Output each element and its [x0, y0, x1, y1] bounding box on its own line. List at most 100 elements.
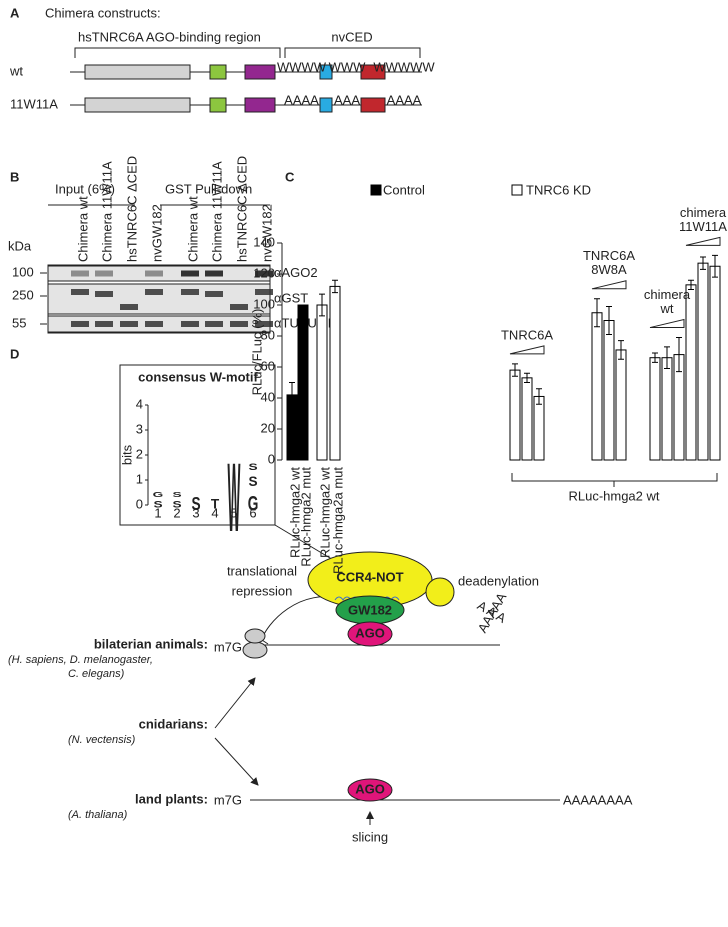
logo-letter: S	[191, 494, 200, 515]
x-tick-label: RLuc-hmga2 wt	[287, 467, 302, 558]
band	[71, 321, 89, 327]
logo-letter: G	[153, 491, 164, 499]
logo-letter: S	[153, 499, 162, 509]
group-label: TNRC6A	[501, 327, 553, 342]
panel-label: B	[10, 169, 19, 184]
logo-tick-label: 3	[136, 421, 143, 436]
logo-ylabel: bits	[119, 444, 134, 465]
logo-letter: W	[228, 443, 241, 552]
y-tick-label: 100	[253, 296, 275, 311]
domain-box	[360, 97, 386, 113]
group-label: 11W11A	[679, 219, 727, 234]
band	[181, 321, 199, 327]
lane-label: Chimera wt	[185, 196, 200, 262]
domain-box	[319, 64, 333, 80]
band	[120, 321, 138, 327]
band	[230, 304, 248, 310]
domain-box	[84, 64, 191, 80]
bar	[709, 265, 721, 461]
error-bar	[688, 279, 694, 290]
dose-triangle	[685, 236, 721, 246]
band	[205, 291, 223, 297]
kda-marker: 100	[12, 264, 34, 279]
dose-triangle	[649, 318, 685, 329]
row-label: wt	[9, 63, 23, 78]
error-bar	[594, 298, 600, 328]
y-tick-label: 60	[261, 358, 275, 373]
region-label: hsTNRC6A AGO-binding region	[78, 29, 261, 44]
band	[255, 270, 273, 277]
logo-tick-label: 0	[136, 496, 143, 511]
band	[145, 270, 163, 277]
error-bar	[676, 337, 682, 373]
species: (A. thaliana)	[68, 809, 128, 821]
group-label: wt	[660, 301, 674, 316]
cap: m7G	[214, 639, 242, 654]
motif: AAA	[334, 92, 360, 107]
organism: bilaterian animals:	[94, 636, 208, 651]
error-bar	[319, 293, 325, 317]
panel-label: C	[285, 169, 295, 184]
group-label: chimera	[680, 205, 727, 220]
cap: m7G	[214, 792, 242, 807]
band	[145, 289, 163, 295]
panel-title: Chimera constructs:	[45, 5, 161, 20]
logo-position: 2	[173, 505, 180, 520]
group-label: Input (6%)	[55, 181, 115, 196]
y-tick-label: 20	[261, 420, 275, 435]
group-label: chimera	[644, 287, 691, 302]
domain-box	[209, 64, 227, 80]
band	[205, 270, 223, 277]
error-bar	[606, 306, 612, 335]
y-tick-label: 140	[253, 234, 275, 249]
x-tick-label: RLuc-hmga2 mut	[298, 467, 313, 567]
logo-letter: S	[172, 491, 181, 499]
species: (N. vectensis)	[68, 734, 136, 746]
error-bar	[652, 352, 658, 363]
row-label: 11W11A	[10, 96, 58, 111]
domain-box	[209, 97, 227, 113]
kda-marker: 55	[12, 315, 26, 330]
bar	[649, 357, 661, 461]
band	[95, 270, 113, 277]
lane-label: hsTNRC6C ΔCED	[124, 156, 139, 262]
y-tick-label: 80	[261, 327, 275, 342]
logo-letter: G	[248, 492, 259, 516]
legend-label: TNRC6 KD	[526, 182, 591, 197]
band	[181, 289, 199, 295]
motif: WWWW	[277, 59, 327, 74]
error-bar	[536, 388, 542, 405]
legend-swatch	[511, 184, 523, 196]
band	[181, 270, 199, 277]
complex-label: CCR4-NOT	[336, 569, 403, 584]
legend-label: Control	[383, 182, 425, 197]
band	[71, 289, 89, 295]
complex-label: GW182	[348, 602, 392, 617]
bar	[603, 320, 615, 461]
bar	[615, 349, 627, 461]
y-axis-label: RLuc/FLuc (%)	[249, 309, 264, 396]
dose-triangle	[509, 345, 545, 355]
process-label: repression	[232, 583, 293, 598]
logo-position: 4	[211, 505, 218, 520]
error-bar	[700, 256, 706, 270]
logo-letter: S	[172, 499, 181, 509]
x-tick-label: RLuc-hmga2 wt	[317, 467, 332, 558]
logo-title: consensus W-motif	[138, 369, 258, 384]
organism: cnidarians:	[139, 716, 208, 731]
error-bar	[332, 279, 338, 294]
region-label: nvCED	[331, 29, 372, 44]
band	[255, 321, 273, 327]
species: (H. sapiens, D. melanogaster,	[8, 654, 153, 666]
domain-box	[319, 97, 333, 113]
group-label: 8W8A	[591, 262, 627, 277]
band	[95, 291, 113, 297]
error-bar	[712, 254, 718, 278]
bar	[533, 395, 545, 461]
error-bar	[524, 372, 530, 383]
domain-box	[244, 97, 276, 113]
lane-label: nvGW182	[149, 204, 164, 262]
process-label: slicing	[352, 829, 388, 844]
group-label: TNRC6A	[583, 248, 635, 263]
domain-box	[244, 64, 276, 80]
